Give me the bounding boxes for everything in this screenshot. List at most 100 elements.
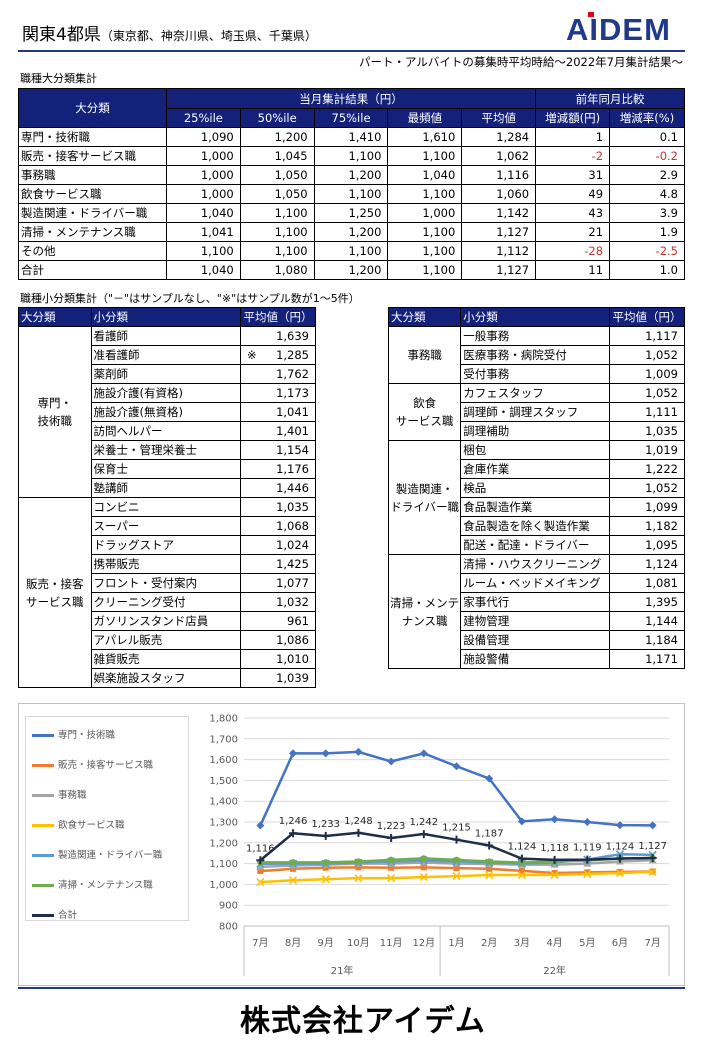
item-avg: 1,009	[645, 367, 678, 381]
data-point	[615, 868, 625, 878]
item-name: 雑貨販売	[90, 649, 242, 669]
item-name: 倉庫作業	[460, 459, 611, 479]
legend-item: 飲食サービス職	[32, 817, 125, 831]
item-avg-cell: 1,068	[240, 516, 316, 536]
item-avg: 961	[287, 614, 309, 628]
item-name: ドラッグストア	[90, 535, 242, 555]
x-tick-label: 8月	[285, 937, 301, 949]
cell-p50: 1,045	[239, 146, 315, 166]
data-point	[387, 834, 396, 843]
item-avg-cell: 1,099	[609, 497, 685, 517]
cell-p50: 1,100	[239, 203, 315, 223]
item-avg: 1,124	[645, 557, 678, 571]
data-point	[387, 859, 396, 867]
col-header-stat: 平均値	[461, 108, 537, 128]
table-row: 栄養士・管理栄養士 1,154	[19, 440, 316, 460]
data-point	[551, 869, 558, 876]
item-name: 保育士	[90, 459, 242, 479]
report-subtitle: パート・アルバイトの募集時平均時給～2022年7月集計結果～	[359, 55, 683, 69]
cell-rate: -0.2	[609, 146, 685, 166]
cell-p75: 1,100	[313, 184, 389, 204]
item-avg-cell: 1,081	[609, 573, 685, 593]
item-name: 設備管理	[460, 630, 611, 650]
data-label: 1,124	[508, 842, 537, 853]
data-point	[355, 858, 362, 865]
item-avg: 1,041	[276, 405, 309, 419]
col-header-yoy: 前年同月比較	[535, 88, 685, 109]
trend-chart: 専門・技術職 販売・接客サービス職 事務職 飲食サービス職 製造関連・ドライバー職 清掃・…	[18, 703, 685, 986]
table-row: 調理補助 1,035	[389, 421, 685, 441]
col-header-stat: 25%ile	[165, 108, 241, 128]
table-row: 倉庫作業 1,222	[389, 459, 685, 479]
item-name: カフェスタッフ	[460, 383, 611, 403]
item-name: アパレル販売	[90, 630, 242, 650]
x-tick-label: 3月	[514, 937, 530, 949]
data-point	[452, 859, 461, 867]
item-avg-cell: 1,144	[609, 611, 685, 631]
item-avg: 1,173	[276, 386, 309, 400]
data-point	[419, 749, 428, 758]
data-label: 1,119	[573, 843, 602, 854]
cell-avg: 1,116	[461, 165, 537, 185]
item-avg: 1,111	[645, 405, 678, 419]
cell-avg: 1,062	[461, 146, 537, 166]
cell-p25: 1,090	[165, 127, 241, 147]
item-avg: 1,032	[276, 595, 309, 609]
data-point	[256, 856, 265, 865]
data-point	[453, 856, 460, 864]
cell-p50: 1,200	[239, 127, 315, 147]
item-avg-cell: 1,184	[609, 630, 685, 650]
legend-item: 販売・接客サービス職	[32, 757, 153, 771]
group-label: 製造関連・ ドライバー職	[387, 440, 462, 555]
title-main: 関東4都県	[22, 25, 101, 45]
x-tick-label: 5月	[579, 937, 595, 949]
group-label: 販売・接客 サービス職	[18, 497, 92, 688]
item-avg-cell: 1,222	[609, 459, 685, 479]
item-avg-cell: 1,052	[609, 478, 685, 498]
col-header-major: 大分類	[18, 307, 92, 327]
x-tick-label: 9月	[318, 937, 334, 949]
row-category: 販売・接客サービス職	[18, 146, 167, 166]
data-point	[290, 865, 297, 872]
table-row: 専門・技術職 1,090 1,200 1,410 1,610 1,284 1 0.1	[18, 127, 685, 147]
data-label: 1,187	[475, 829, 504, 840]
cell-diff: 1	[535, 127, 611, 147]
item-avg: 1,035	[276, 500, 309, 514]
cell-p25: 1,000	[165, 146, 241, 166]
data-point	[453, 865, 460, 872]
item-name: 看護師	[90, 326, 242, 346]
legend-swatch	[32, 854, 54, 857]
item-avg: 1,182	[645, 519, 678, 533]
item-avg: 1,052	[645, 348, 678, 362]
data-point	[583, 869, 592, 879]
item-name: 受付事務	[460, 364, 611, 384]
data-point	[256, 821, 265, 830]
x-tick-label: 7月	[644, 937, 660, 949]
data-point	[485, 841, 494, 850]
cell-p50: 1,100	[239, 222, 315, 242]
legend-item: 事務職	[32, 787, 87, 801]
legend-item: 清掃・メンテナンス職	[32, 877, 153, 891]
data-point	[485, 870, 494, 880]
cell-p50: 1,100	[239, 241, 315, 261]
item-avg-cell: 1,052	[609, 383, 685, 403]
item-name: 塾講師	[90, 478, 242, 498]
y-tick-label: 1,200	[209, 838, 238, 849]
item-name: 一般事務	[460, 326, 611, 346]
cell-diff: 11	[535, 260, 611, 280]
cell-avg: 1,127	[461, 260, 537, 280]
y-tick-label: 1,700	[209, 734, 238, 745]
data-point	[420, 864, 427, 871]
cell-rate: 1.9	[609, 222, 685, 242]
y-tick-label: 900	[219, 901, 238, 912]
data-point	[583, 855, 592, 864]
cell-mode: 1,100	[387, 222, 463, 242]
minor-table-left: 大分類 小分類 平均値（円） 専門・ 技術職 看護師 1,639 准看護師 ※ 1,285…	[18, 307, 316, 688]
data-point	[648, 821, 657, 830]
cell-p75: 1,100	[313, 146, 389, 166]
sample-mark: ※	[247, 348, 257, 362]
col-header-minor: 小分類	[90, 307, 242, 327]
item-name: 調理補助	[460, 421, 611, 441]
cell-rate: 1.0	[609, 260, 685, 280]
item-avg: 1,222	[645, 462, 678, 476]
